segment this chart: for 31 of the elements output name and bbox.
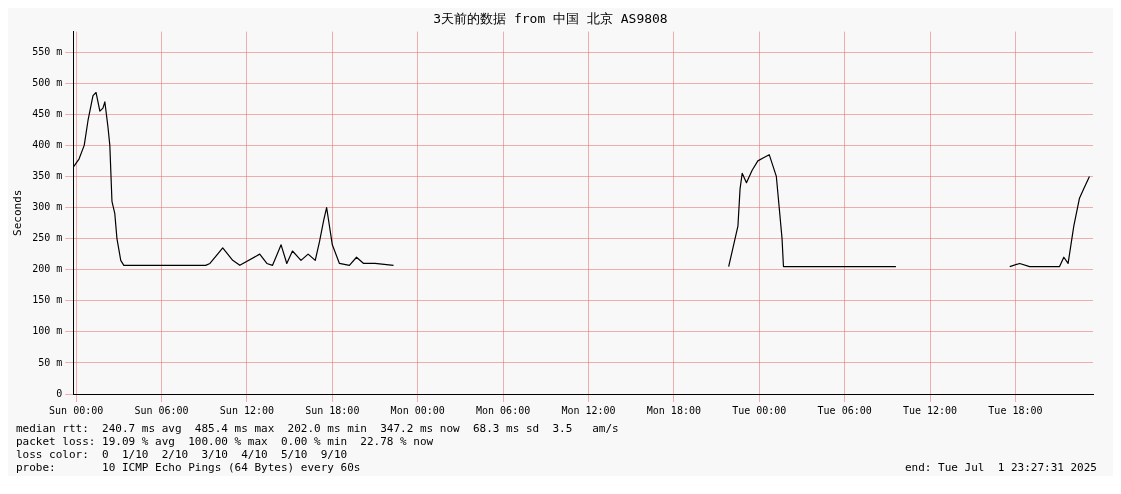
chart-title: 3天前的数据 from 中国 北京 AS9808 [433, 11, 668, 27]
y-tick-label: 400 m [32, 138, 63, 150]
x-tick-label: Sun 00:00 [49, 404, 104, 416]
y-tick-label: 50 m [38, 356, 63, 368]
y-tick-label: 250 m [32, 232, 63, 244]
y-tick-label: 500 m [32, 76, 63, 88]
y-tick-label: 350 m [32, 170, 63, 182]
text: packet loss: 19.09 % avg 100.00 % max 0.00 % min 22.78 % now [16, 435, 435, 448]
x-tick-label: Tue 06:00 [817, 404, 872, 416]
x-tick-label: Tue 18:00 [988, 404, 1043, 416]
y-axis-title: Seconds [11, 189, 25, 236]
x-tick-label: Sun 18:00 [305, 404, 360, 416]
x-tick-label: Mon 12:00 [561, 404, 616, 416]
y-tick-label: 450 m [32, 107, 63, 119]
y-tick-label: 200 m [32, 263, 63, 275]
y-tick-label: 100 m [32, 325, 63, 337]
y-tick-label: 550 m [32, 45, 63, 57]
text: end: Tue Jul 1 23:27:31 2025 [904, 461, 1097, 474]
text: probe: 10 ICMP Echo Pings (64 Bytes) every 60s [16, 461, 361, 474]
text: median rtt: 240.7 ms avg 485.4 ms max 202.0 ms min 347.2 ms now 68.3 ms sd 3.5 am/s [16, 422, 620, 435]
text: loss color: 0 1/10 2/10 3/10 4/10 5/10 9/10 [16, 448, 349, 461]
y-tick-label: 0 [56, 387, 63, 399]
y-tick-label: 300 m [32, 201, 63, 213]
x-tick-label: Tue 00:00 [732, 404, 787, 416]
x-tick-label: Mon 06:00 [476, 404, 531, 416]
x-tick-label: Tue 12:00 [902, 404, 958, 416]
x-tick-label: Sun 06:00 [134, 404, 189, 416]
x-tick-label: Mon 00:00 [390, 404, 445, 416]
x-tick-label: Sun 12:00 [219, 404, 275, 416]
x-tick-label: Mon 18:00 [646, 404, 701, 416]
y-tick-label: 150 m [32, 294, 63, 306]
